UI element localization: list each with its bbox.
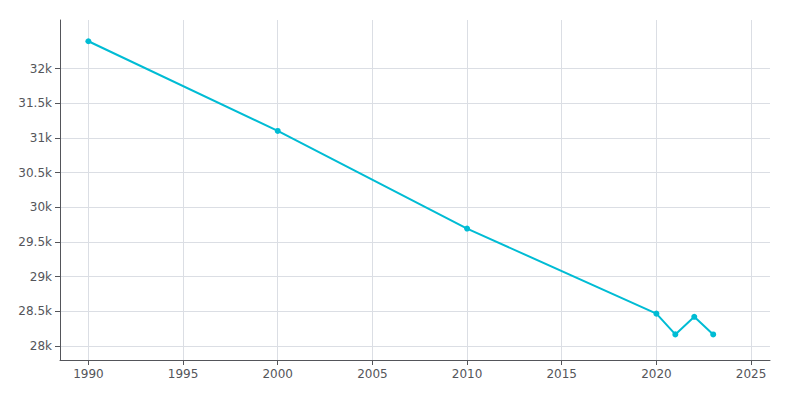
svg-text:30.5k: 30.5k <box>18 166 52 180</box>
svg-text:2010: 2010 <box>452 367 483 381</box>
svg-text:1990: 1990 <box>73 367 104 381</box>
svg-text:28.5k: 28.5k <box>18 304 52 318</box>
svg-text:32k: 32k <box>30 62 52 76</box>
svg-text:1995: 1995 <box>168 367 199 381</box>
svg-text:2015: 2015 <box>546 367 577 381</box>
svg-text:2005: 2005 <box>357 367 388 381</box>
svg-text:2020: 2020 <box>641 367 672 381</box>
svg-text:31.5k: 31.5k <box>18 96 52 110</box>
svg-text:31k: 31k <box>30 131 52 145</box>
svg-text:2000: 2000 <box>262 367 293 381</box>
svg-text:29.5k: 29.5k <box>18 235 52 249</box>
svg-text:28k: 28k <box>30 339 52 353</box>
svg-text:2025: 2025 <box>736 367 767 381</box>
svg-text:29k: 29k <box>30 270 52 284</box>
svg-text:30k: 30k <box>30 200 52 214</box>
